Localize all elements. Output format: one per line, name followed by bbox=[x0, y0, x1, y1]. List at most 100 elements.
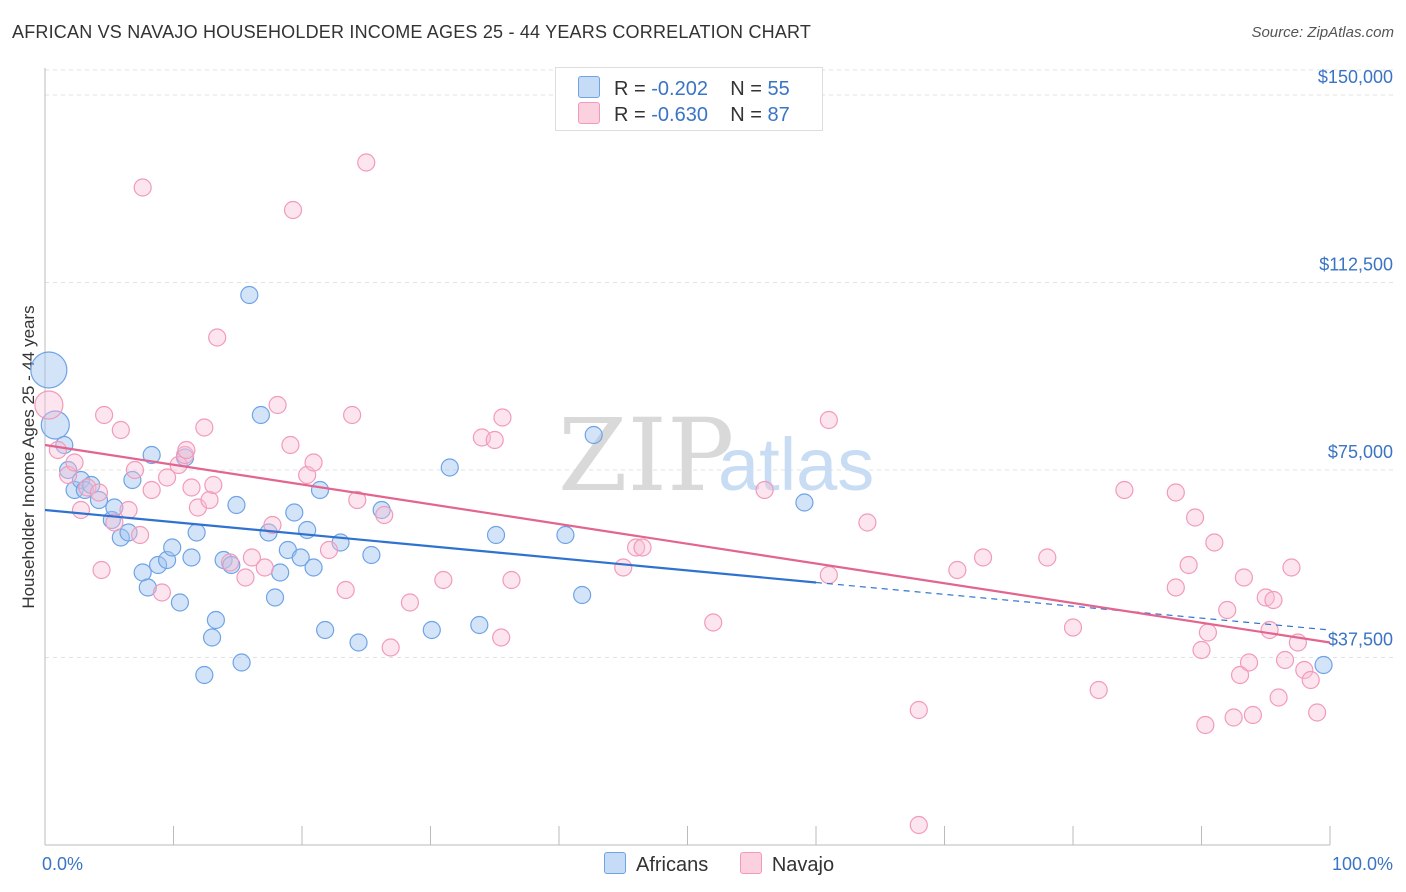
point-navajo bbox=[304, 453, 323, 472]
series-africans bbox=[30, 285, 1333, 685]
point-africans bbox=[291, 548, 310, 567]
watermark-atlas: atlas bbox=[718, 423, 874, 506]
chart-title: AFRICAN VS NAVAJO HOUSEHOLDER INCOME AGE… bbox=[12, 22, 812, 42]
point-navajo bbox=[1038, 548, 1057, 567]
legend-n-value-africans: 55 bbox=[767, 78, 790, 100]
legend-r-label: R = bbox=[614, 78, 652, 100]
point-africans bbox=[310, 480, 330, 500]
y-axis-label: Householder Income Ages 25 - 44 years bbox=[19, 305, 38, 608]
point-navajo bbox=[236, 568, 255, 587]
legend-n-label: N = bbox=[730, 104, 768, 126]
point-navajo bbox=[1198, 623, 1218, 642]
point-africans bbox=[195, 665, 214, 685]
legend-r-value-navajo: -0.630 bbox=[651, 104, 708, 126]
swatch-navajo bbox=[739, 852, 762, 874]
point-navajo bbox=[89, 483, 109, 502]
point-navajo bbox=[1205, 533, 1224, 552]
point-africans bbox=[240, 285, 259, 305]
point-africans bbox=[470, 615, 489, 635]
point-africans bbox=[440, 458, 459, 477]
point-africans bbox=[232, 653, 251, 672]
point-africans bbox=[285, 503, 304, 522]
legend-n-label: N = bbox=[730, 78, 768, 100]
point-navajo bbox=[1301, 670, 1320, 690]
trend-lines bbox=[44, 443, 1331, 644]
point-navajo bbox=[1275, 650, 1295, 670]
trend-line-navajo bbox=[44, 443, 1331, 644]
point-navajo bbox=[182, 478, 201, 497]
point-africans bbox=[142, 445, 161, 465]
point-navajo bbox=[281, 435, 300, 455]
point-navajo bbox=[948, 560, 967, 580]
point-africans bbox=[182, 548, 201, 567]
point-navajo bbox=[92, 560, 111, 580]
point-africans bbox=[556, 525, 575, 545]
y-tick-label: $37,500 bbox=[1328, 630, 1393, 650]
point-navajo bbox=[1063, 618, 1083, 637]
point-navajo bbox=[336, 580, 355, 600]
point-navajo bbox=[485, 430, 504, 450]
y-tick-label: $112,500 bbox=[1319, 255, 1393, 275]
y-tick-label: $150,000 bbox=[1318, 67, 1393, 87]
point-navajo bbox=[283, 200, 303, 220]
point-africans bbox=[206, 610, 226, 630]
point-navajo bbox=[71, 500, 91, 520]
point-navajo bbox=[1166, 578, 1185, 597]
point-navajo bbox=[1192, 640, 1211, 660]
point-navajo bbox=[1239, 653, 1259, 672]
point-navajo bbox=[819, 410, 838, 430]
point-africans bbox=[170, 593, 190, 612]
point-navajo bbox=[502, 570, 521, 590]
point-navajo bbox=[343, 405, 362, 425]
point-africans bbox=[349, 633, 368, 652]
point-navajo bbox=[1166, 483, 1185, 502]
point-africans bbox=[304, 558, 323, 577]
legend-row-navajo: R = -0.630 N = 87 bbox=[578, 102, 790, 128]
point-navajo bbox=[208, 328, 227, 347]
point-navajo bbox=[381, 638, 400, 657]
point-navajo bbox=[400, 593, 420, 612]
point-africans bbox=[265, 588, 285, 607]
legend-row-africans: R = -0.202 N = 55 bbox=[578, 76, 790, 102]
point-africans bbox=[163, 538, 182, 557]
point-navajo bbox=[357, 153, 376, 172]
point-navajo bbox=[633, 538, 652, 557]
point-navajo bbox=[614, 558, 633, 577]
point-navajo bbox=[493, 408, 512, 427]
point-navajo bbox=[755, 480, 774, 500]
point-navajo bbox=[220, 553, 240, 572]
point-navajo bbox=[434, 570, 453, 590]
label-africans: Africans bbox=[636, 854, 709, 876]
watermark: ZIP atlas bbox=[558, 397, 874, 514]
point-navajo bbox=[1224, 708, 1243, 727]
point-navajo bbox=[263, 515, 282, 535]
point-africans bbox=[251, 405, 270, 425]
point-africans bbox=[202, 628, 222, 647]
point-navajo bbox=[119, 500, 138, 520]
axes bbox=[44, 68, 1331, 846]
point-navajo bbox=[95, 405, 114, 425]
point-navajo bbox=[1218, 600, 1237, 620]
swatch-africans bbox=[604, 852, 626, 874]
point-africans bbox=[422, 620, 441, 640]
point-navajo bbox=[492, 628, 511, 647]
point-navajo bbox=[1264, 590, 1283, 610]
point-navajo bbox=[142, 480, 161, 500]
x-tick-label-min: 0.0% bbox=[42, 854, 83, 874]
point-africans bbox=[30, 351, 68, 389]
point-navajo bbox=[1196, 715, 1215, 735]
point-navajo bbox=[152, 583, 172, 602]
legend: R = -0.202 N = 55 R = -0.630 N = 87 bbox=[555, 67, 823, 131]
point-africans bbox=[795, 493, 814, 512]
point-africans bbox=[227, 495, 246, 515]
legend-r-label: R = bbox=[614, 104, 652, 126]
point-navajo bbox=[909, 815, 928, 835]
point-navajo bbox=[1282, 558, 1301, 577]
point-navajo bbox=[909, 700, 928, 720]
point-navajo bbox=[268, 395, 287, 415]
point-navajo bbox=[65, 453, 84, 472]
point-navajo bbox=[34, 390, 64, 420]
point-africans bbox=[573, 585, 592, 605]
point-navajo bbox=[1295, 660, 1314, 680]
point-navajo bbox=[111, 420, 130, 440]
